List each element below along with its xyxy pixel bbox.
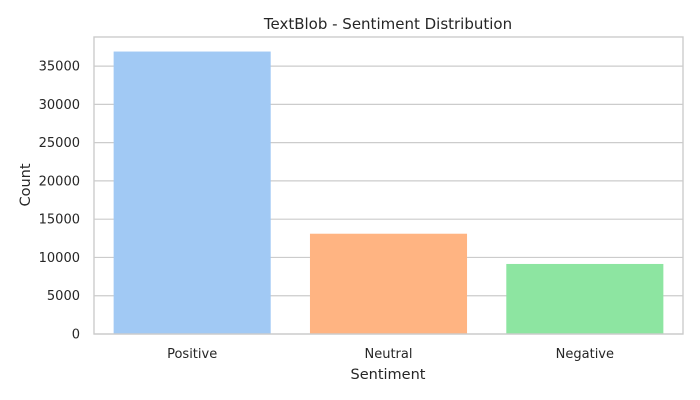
y-tick-label: 0	[72, 328, 80, 343]
bar-positive	[113, 51, 271, 334]
x-axis-label: Sentiment	[351, 367, 426, 383]
bar-negative	[506, 263, 664, 334]
x-tick-label: Neutral	[365, 347, 413, 362]
x-tick-label: Positive	[167, 347, 217, 362]
y-tick-label: 30000	[39, 98, 80, 113]
y-tick-label: 10000	[39, 251, 80, 266]
chart-title: TextBlob - Sentiment Distribution	[263, 15, 512, 33]
bars	[113, 51, 664, 334]
x-tick-labels: Positive Neutral Negative	[167, 347, 614, 362]
y-tick-label: 35000	[39, 60, 80, 75]
plot-frame	[93, 36, 684, 335]
x-tick-label: Negative	[556, 347, 614, 362]
y-tick-labels: 0 5000 10000 15000 20000 25000 30000 35000	[39, 60, 80, 343]
y-tick-label: 15000	[39, 213, 80, 228]
bar-neutral	[309, 233, 468, 334]
y-tick-label: 5000	[47, 289, 80, 304]
y-tick-label: 20000	[39, 174, 80, 189]
y-axis-label: Count	[18, 163, 34, 206]
y-tick-label: 25000	[39, 136, 80, 151]
